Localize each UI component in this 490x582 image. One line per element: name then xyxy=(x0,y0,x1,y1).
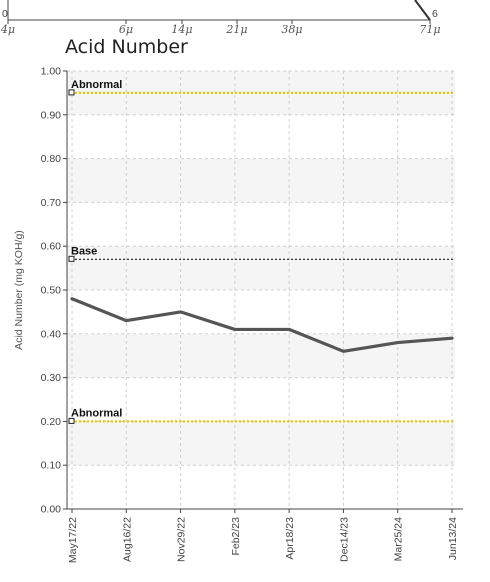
x-tick-label: Nov29/22 xyxy=(176,517,188,562)
x-tick-label: Mar25/24 xyxy=(393,517,405,562)
x-tick-label: Jun13/24 xyxy=(447,517,459,560)
top-strip-right-value: 6 xyxy=(432,8,438,20)
top-strip-tick-label: 21μ xyxy=(225,23,247,36)
y-tick-label: 0.70 xyxy=(41,197,62,209)
reference-marker-base xyxy=(68,255,75,262)
top-strip-tick-label: 38μ xyxy=(281,23,302,36)
y-tick-label: 0.80 xyxy=(41,153,62,165)
plot-band xyxy=(67,158,455,203)
y-tick-label: 0.50 xyxy=(41,285,62,297)
plot-band xyxy=(67,377,455,422)
top-strip-left-value: 0 xyxy=(2,8,8,20)
x-tick-label: Feb2/23 xyxy=(230,517,242,556)
reference-label-abnormal: Abnormal xyxy=(71,79,122,91)
plot-band xyxy=(67,246,455,290)
series-line xyxy=(70,297,454,353)
top-strip-tick-label: 71μ xyxy=(419,23,440,36)
data-point xyxy=(342,350,345,353)
top-strip-tick-label: 14μ xyxy=(171,23,192,36)
data-point xyxy=(71,297,73,300)
data-point xyxy=(125,319,128,322)
top-strip-tick-label: 4μ xyxy=(0,23,15,36)
data-point xyxy=(288,328,290,331)
top-strip-tick-label: 6μ xyxy=(119,23,133,36)
y-tick-label: 0.30 xyxy=(41,372,62,384)
x-tick-label: Aug16/22 xyxy=(121,517,133,562)
y-tick-label: 0.60 xyxy=(41,241,62,253)
y-tick-label: 0.90 xyxy=(41,109,62,121)
y-tick-label: 0.00 xyxy=(41,504,62,516)
y-tick-label: 0.40 xyxy=(41,328,62,340)
plot-band xyxy=(67,421,455,466)
data-point xyxy=(396,341,399,344)
y-axis-title: Acid Number (mg KOH/g) xyxy=(13,230,25,350)
y-tick-label: 0.10 xyxy=(41,460,62,472)
data-point xyxy=(234,328,236,331)
plot-band xyxy=(67,202,455,247)
data-point xyxy=(179,311,182,313)
chart-title: Acid Number xyxy=(65,36,188,58)
x-tick-label: Apr18/23 xyxy=(284,517,296,560)
plot-band xyxy=(67,333,455,378)
plot-band xyxy=(67,290,455,334)
data-point xyxy=(451,337,453,339)
reference-label-abnormal: Abnormal xyxy=(71,407,122,419)
top-strip-series-line xyxy=(414,0,431,21)
x-tick-label: Dec14/23 xyxy=(338,517,350,562)
reference-marker-abnormal xyxy=(68,417,75,424)
y-tick-label: 0.20 xyxy=(41,416,62,428)
x-tick-label: May17/22 xyxy=(67,517,79,563)
reference-label-base: Base xyxy=(71,245,97,257)
y-tick-label: 1.00 xyxy=(41,66,62,78)
reference-marker-abnormal xyxy=(68,89,75,96)
plot-band xyxy=(67,465,455,509)
plot-band xyxy=(67,114,455,159)
